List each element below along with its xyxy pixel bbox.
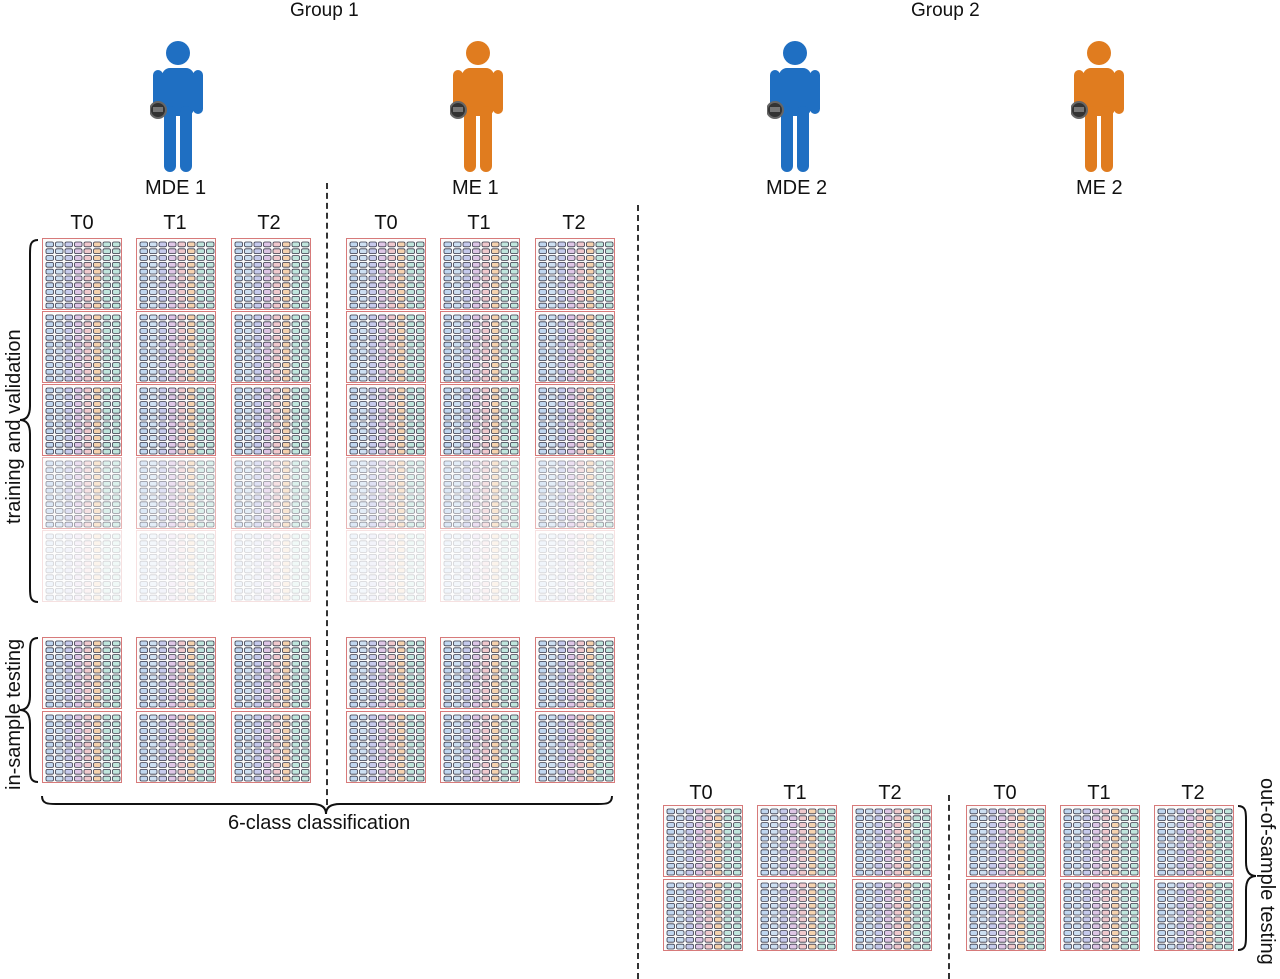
training-block	[535, 530, 615, 602]
divider-mde1-me1	[326, 183, 328, 805]
training-block	[136, 530, 216, 602]
out-of-sample-block	[663, 879, 743, 951]
out-of-sample-block	[757, 879, 837, 951]
person-label-mde1: MDE 1	[145, 177, 207, 199]
training-block	[136, 384, 216, 456]
in-sample-block	[231, 637, 311, 709]
time-label-mde1-t0: T0	[70, 212, 94, 234]
person-icon-me2	[1070, 40, 1127, 172]
in-sample-block	[440, 711, 520, 783]
training-block	[42, 457, 122, 529]
out-of-sample-block	[852, 805, 932, 877]
out-of-sample-block	[663, 805, 743, 877]
training-block	[535, 238, 615, 310]
training-block	[231, 530, 311, 602]
time-label-me1-t1: T1	[467, 212, 491, 234]
training-block	[440, 311, 520, 383]
training-block	[440, 457, 520, 529]
time-label-me1-t2: T2	[562, 212, 586, 234]
classification-label: 6-class classification	[228, 812, 411, 834]
training-block	[42, 530, 122, 602]
out-of-sample-testing-label: out-of-sample testing	[1256, 778, 1278, 965]
person-label-me2: ME 2	[1076, 177, 1123, 199]
out-of-sample-block	[1060, 805, 1140, 877]
in-sample-testing-label: in-sample testing	[3, 638, 25, 790]
person-icon-mde1	[149, 40, 206, 172]
training-block	[136, 311, 216, 383]
training-block	[535, 384, 615, 456]
divider-group1-group2	[637, 205, 639, 979]
person-label-mde2: MDE 2	[766, 177, 828, 199]
out-of-sample-block	[1154, 805, 1234, 877]
training-block	[136, 457, 216, 529]
training-validation-label: training and validation	[3, 329, 25, 524]
in-sample-block	[42, 637, 122, 709]
time-label-mde2-t0: T0	[689, 782, 713, 804]
training-block	[346, 238, 426, 310]
in-sample-block	[136, 637, 216, 709]
time-label-me2-t2: T2	[1181, 782, 1205, 804]
out-of-sample-block	[966, 805, 1046, 877]
in-sample-block	[346, 637, 426, 709]
in-sample-block	[136, 711, 216, 783]
time-label-me1-t0: T0	[374, 212, 398, 234]
time-label-me2-t1: T1	[1087, 782, 1111, 804]
group-1-title: Group 1	[290, 0, 359, 21]
divider-mde2-me2	[948, 795, 950, 979]
out-of-sample-block	[1154, 879, 1234, 951]
training-block	[346, 530, 426, 602]
training-block	[231, 238, 311, 310]
brace-out-of-sample	[1237, 805, 1257, 951]
in-sample-block	[535, 711, 615, 783]
out-of-sample-block	[757, 805, 837, 877]
training-block	[346, 384, 426, 456]
time-label-mde1-t1: T1	[163, 212, 187, 234]
person-icon-mde2	[766, 40, 823, 172]
training-block	[535, 311, 615, 383]
training-block	[136, 238, 216, 310]
time-label-mde2-t2: T2	[878, 782, 902, 804]
in-sample-block	[42, 711, 122, 783]
time-label-me2-t0: T0	[993, 782, 1017, 804]
training-block	[231, 311, 311, 383]
out-of-sample-block	[966, 879, 1046, 951]
training-block	[440, 238, 520, 310]
out-of-sample-block	[852, 879, 932, 951]
training-block	[440, 384, 520, 456]
training-block	[535, 457, 615, 529]
in-sample-block	[535, 637, 615, 709]
training-block	[440, 530, 520, 602]
training-block	[231, 457, 311, 529]
group-2-title: Group 2	[911, 0, 980, 21]
time-label-mde2-t1: T1	[783, 782, 807, 804]
in-sample-block	[231, 711, 311, 783]
out-of-sample-block	[1060, 879, 1140, 951]
training-block	[42, 238, 122, 310]
in-sample-block	[440, 637, 520, 709]
time-label-mde1-t2: T2	[257, 212, 281, 234]
training-block	[42, 384, 122, 456]
person-label-me1: ME 1	[452, 177, 499, 199]
training-block	[42, 311, 122, 383]
training-block	[231, 384, 311, 456]
training-block	[346, 311, 426, 383]
training-block	[346, 457, 426, 529]
person-icon-me1	[449, 40, 506, 172]
in-sample-block	[346, 711, 426, 783]
